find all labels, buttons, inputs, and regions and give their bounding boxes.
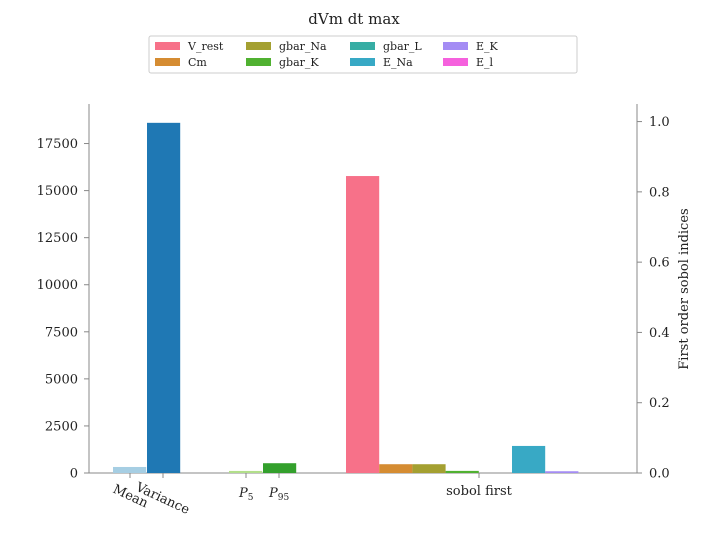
legend-label: V_rest: [187, 40, 224, 53]
legend-swatch: [443, 42, 468, 50]
bar-variance: [147, 122, 181, 473]
legend-label: E_Na: [383, 56, 413, 69]
legend-swatch: [350, 42, 375, 50]
legend-swatch: [246, 42, 271, 50]
right-tick-label: 0.0: [649, 467, 670, 482]
right-tick-label: 0.4: [649, 326, 670, 341]
legend-swatch: [246, 58, 271, 66]
left-tick-label: 5000: [45, 372, 78, 387]
bar-sobol-v-rest: [346, 176, 380, 474]
legend-label: E_K: [476, 40, 499, 53]
bar-p5: [229, 470, 263, 473]
bar-sobol-cm: [379, 464, 413, 473]
legend: V_rest Cm gbar_Na gbar_K gbar_L E_Na E_K E_l: [148, 35, 578, 74]
legend-swatch: [155, 42, 180, 50]
legend-swatch: [350, 58, 375, 66]
bar-sobol-gbar-na: [412, 464, 446, 473]
legend-swatch: [443, 58, 468, 66]
legend-label: gbar_K: [279, 56, 319, 69]
bar-sobol-gbar-k: [445, 470, 479, 473]
left-tick-label: 12500: [37, 231, 78, 246]
legend-label: E_l: [476, 56, 494, 69]
right-tick-label: 0.6: [649, 256, 670, 271]
right-tick-label: 0.2: [649, 396, 670, 411]
legend-swatch: [155, 58, 180, 66]
bar-sobol-e-k: [545, 471, 579, 473]
right-axis-ticks: 0.0 0.2 0.4 0.6 0.8 1.0: [637, 115, 670, 482]
legend-label: gbar_L: [383, 40, 422, 53]
left-tick-label: 17500: [37, 137, 78, 152]
bars: [113, 122, 579, 474]
left-tick-label: 7500: [45, 325, 78, 340]
left-tick-label: 15000: [37, 184, 78, 199]
left-tick-label: 2500: [45, 419, 78, 434]
x-label-p95: P95: [268, 486, 289, 503]
x-label-sobol: sobol first: [446, 484, 512, 499]
right-axis-label: First order sobol indices: [677, 208, 692, 369]
chart-title: dVm dt max: [308, 10, 400, 28]
left-axis-ticks: 0 2500 5000 7500 10000 12500 15000 17500: [37, 137, 89, 482]
bar-mean: [113, 466, 147, 473]
bar-sobol-e-na: [512, 445, 546, 473]
x-label-p5: P5: [238, 486, 254, 503]
right-tick-label: 1.0: [649, 115, 670, 130]
legend-label: gbar_Na: [279, 40, 327, 53]
legend-label: Cm: [188, 56, 207, 69]
bar-p95: [263, 463, 297, 473]
x-tick-marks: [129, 473, 480, 478]
left-tick-label: 10000: [37, 278, 78, 293]
right-tick-label: 0.8: [649, 185, 670, 200]
left-tick-label: 0: [70, 467, 78, 482]
